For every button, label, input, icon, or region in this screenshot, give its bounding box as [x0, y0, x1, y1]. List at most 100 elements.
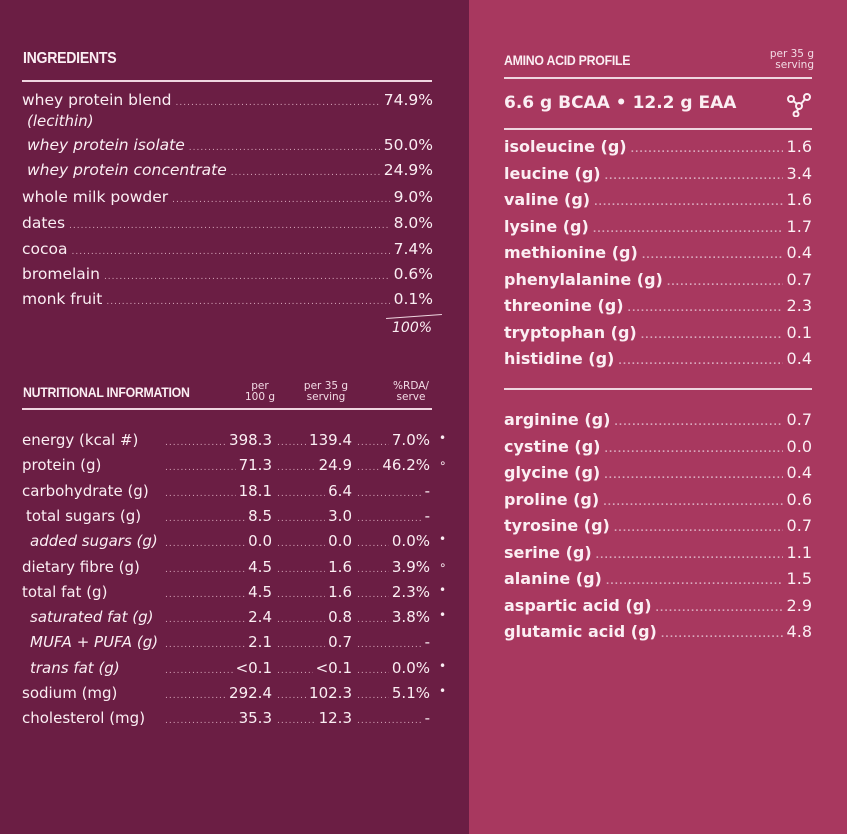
dot-leader	[165, 666, 233, 676]
amino-label: serine (g)	[504, 542, 592, 562]
amino-label: methionine (g)	[504, 243, 638, 262]
nutrient-label: cholesterol (mg)	[22, 709, 146, 728]
amino-value: 1.7	[786, 216, 812, 236]
dot-leader	[165, 438, 226, 448]
serving-cell: 3.0	[274, 507, 352, 525]
amino-row: glutamic acid (g) 4.8	[504, 622, 812, 641]
rda-marker: •	[439, 658, 447, 673]
per100-cell: 8.5	[162, 507, 272, 525]
serving-cell: 24.9	[274, 456, 352, 474]
per100-value: 2.1	[248, 633, 272, 652]
amino-value: 2.3	[786, 296, 812, 315]
serving-value: 139.4	[309, 431, 352, 449]
amino-divider-top	[504, 77, 812, 79]
rda-cell: 7.0%	[354, 431, 430, 449]
ingredient-label: dates	[22, 214, 66, 232]
per100-value: 398.3	[229, 431, 272, 449]
dot-leader	[165, 615, 245, 625]
nutrient-label: carbohydrate (g)	[22, 481, 149, 500]
dot-leader	[165, 539, 245, 549]
rda-cell: -	[354, 633, 430, 651]
nutrient-label: energy (kcal #)	[22, 431, 139, 449]
dot-leader	[277, 666, 313, 676]
ingredient-value: 50.0%	[383, 136, 433, 154]
dot-leader	[165, 514, 245, 524]
dot-leader	[165, 489, 236, 499]
nutrient-label: trans fat (g)	[30, 658, 120, 677]
amino-label: glutamic acid (g)	[504, 622, 657, 641]
ingredient-value: 0.1%	[393, 290, 433, 308]
amino-label: threonine (g)	[504, 296, 624, 315]
amino-row: lysine (g) 1.7	[504, 217, 812, 236]
serving-cell: 139.4	[274, 431, 352, 449]
rda-value: 2.3%	[391, 582, 430, 601]
rda-marker: •	[439, 582, 447, 597]
per100-value: 35.3	[238, 709, 272, 728]
table-row: energy (kcal #) 398.3 139.4 7.0% •	[22, 431, 452, 453]
serving-cell: 0.0	[274, 532, 352, 550]
dot-leader	[277, 489, 325, 499]
ingredient-label: whey protein blend	[22, 91, 172, 109]
left-panel	[0, 0, 469, 834]
amino-value: 0.0	[786, 436, 812, 456]
ingredient-label: whey protein isolate	[27, 136, 185, 154]
ingredient-value: 9.0%	[393, 188, 433, 206]
per100-cell: 0.0	[162, 532, 272, 550]
bcaa-eaa-summary: 6.6 g BCAA • 12.2 g EAA	[504, 93, 737, 113]
dot-leader	[277, 691, 306, 701]
amino-row: tryptophan (g) 0.1	[504, 323, 812, 342]
dot-leader	[277, 590, 325, 600]
dot-leader	[357, 691, 389, 701]
amino-value: 4.8	[786, 622, 812, 641]
amino-value: 0.7	[786, 410, 812, 429]
amino-value: 0.4	[786, 463, 812, 482]
ingredient-label: bromelain	[22, 265, 100, 283]
per100-cell: 71.3	[162, 456, 272, 474]
dot-leader	[357, 463, 379, 473]
amino-divider-mid	[504, 128, 812, 130]
dot-leader	[604, 471, 782, 481]
amino-value: 0.7	[786, 269, 812, 289]
per100-cell: 292.4	[162, 684, 272, 702]
molecule-icon	[787, 93, 811, 117]
amino-value: 0.6	[786, 489, 812, 509]
amino-row: isoleucine (g) 1.6	[504, 137, 812, 156]
table-row: cholesterol (mg) 35.3 12.3 -	[22, 709, 452, 731]
serving-value: 0.7	[328, 633, 352, 652]
amino-value: 1.1	[786, 542, 812, 562]
serving-value: 1.6	[328, 582, 352, 601]
table-row: total sugars (g) 8.5 3.0 -	[22, 507, 452, 529]
dot-leader	[165, 691, 226, 701]
table-row: total fat (g) 4.5 1.6 2.3% •	[22, 583, 452, 605]
dot-leader	[277, 438, 306, 448]
serving-cell: 102.3	[274, 684, 352, 702]
amino-row: serine (g) 1.1	[504, 543, 812, 562]
dot-leader	[656, 604, 783, 614]
dot-leader	[277, 514, 325, 524]
table-row: carbohydrate (g) 18.1 6.4 -	[22, 482, 452, 504]
rda-marker: ∘	[439, 557, 447, 572]
col-per100-header: per 100 g	[244, 380, 276, 403]
table-row: trans fat (g) <0.1 <0.1 0.0% •	[22, 659, 452, 681]
rda-value: -	[424, 709, 430, 728]
table-row: added sugars (g) 0.0 0.0 0.0% •	[22, 532, 452, 554]
rda-marker: •	[439, 431, 447, 445]
ingredient-row: bromelain 0.6%	[22, 265, 433, 283]
amino-label: histidine (g)	[504, 349, 615, 368]
rda-cell: -	[354, 709, 430, 727]
dot-leader	[176, 98, 380, 108]
amino-row: methionine (g) 0.4	[504, 243, 812, 262]
rda-marker: •	[439, 532, 447, 547]
rda-cell: 5.1%	[354, 684, 430, 702]
dot-leader	[357, 539, 389, 549]
table-row: protein (g) 71.3 24.9 46.2% ∘	[22, 456, 452, 478]
ingredient-value: 8.0%	[393, 214, 433, 232]
per100-value: 4.5	[248, 582, 272, 601]
amino-row: glycine (g) 0.4	[504, 463, 812, 482]
amino-row: threonine (g) 2.3	[504, 296, 812, 315]
rda-value: -	[424, 633, 430, 652]
amino-label: alanine (g)	[504, 569, 602, 588]
amino-value: 2.9	[786, 595, 812, 615]
serving-value: 102.3	[309, 684, 352, 702]
